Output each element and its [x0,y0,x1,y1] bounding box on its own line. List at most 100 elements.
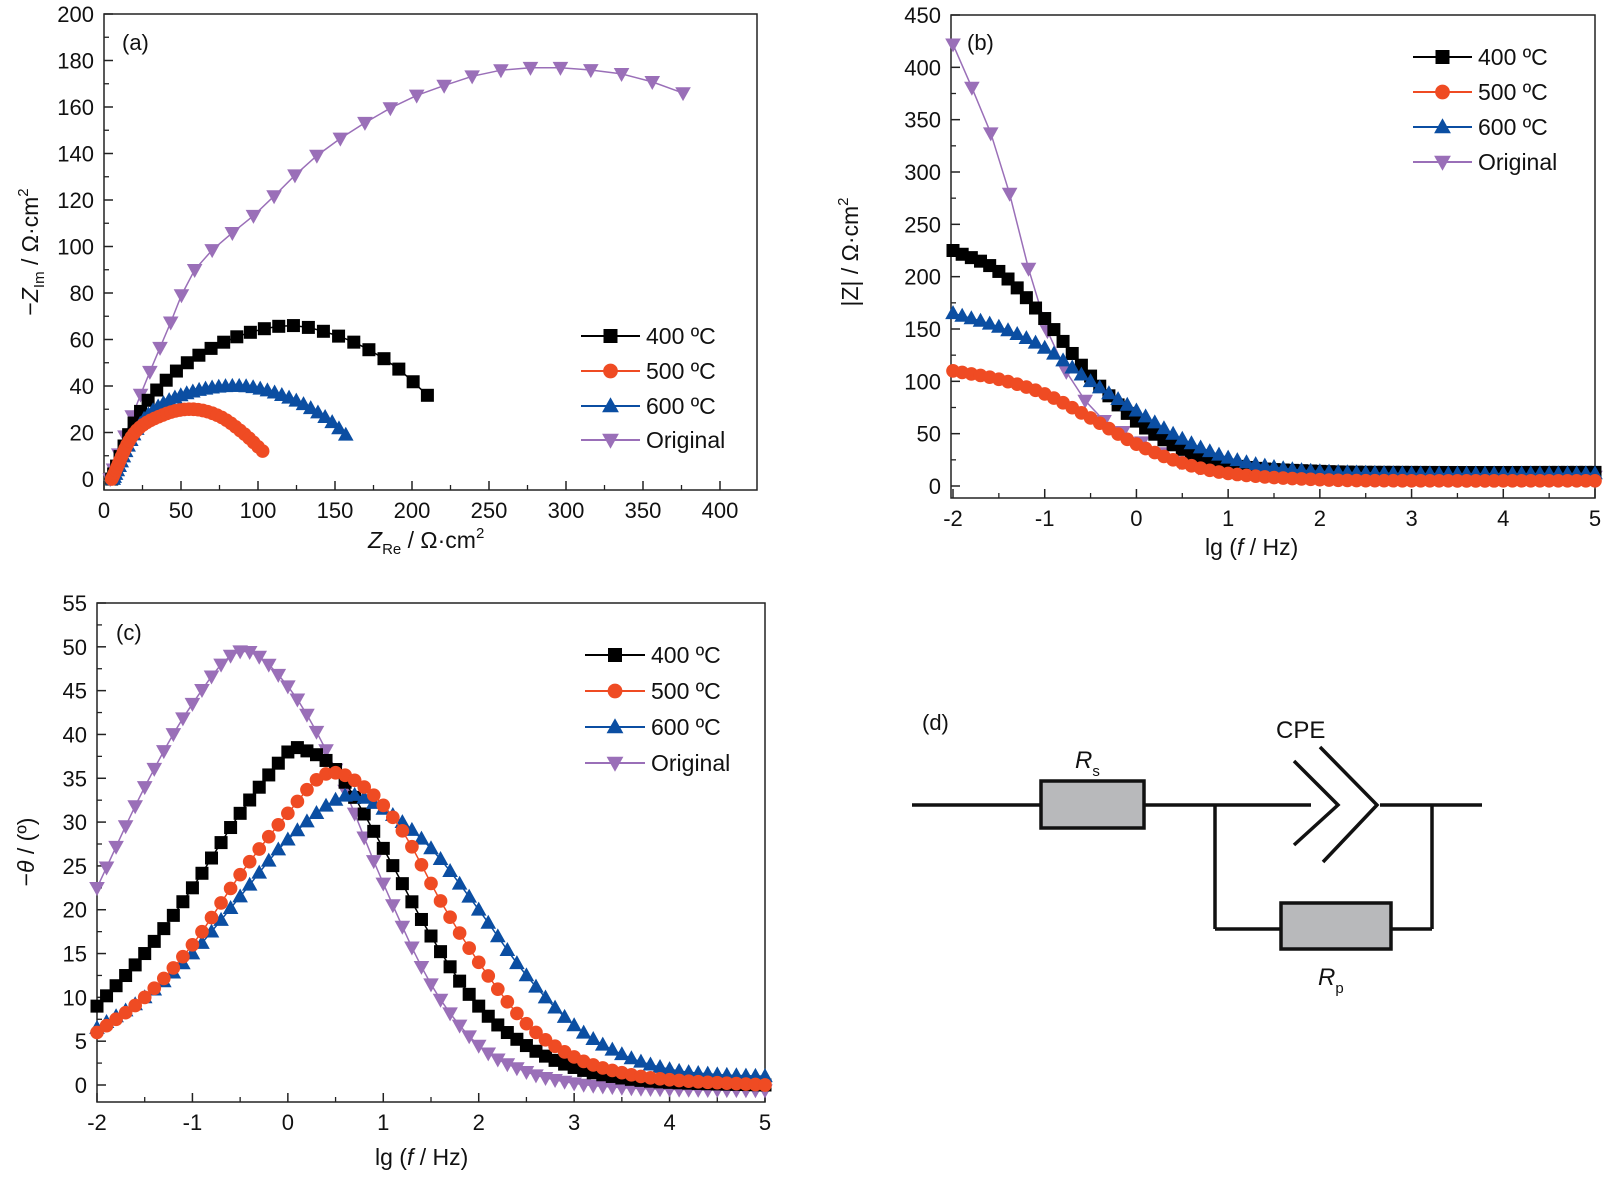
legend-marker [603,363,618,379]
data-point [633,1053,649,1068]
series-line [96,746,766,1086]
data-point [376,841,390,855]
data-point [118,1005,133,1020]
series-group [102,61,691,488]
data-point [432,993,449,1008]
legend-item-600: 600 ºC [581,393,716,419]
cpe-element-right-plate [1318,745,1380,864]
data-point [376,798,391,813]
data-point [945,305,961,320]
data-point [981,315,998,330]
data-point [1036,339,1053,354]
data-point [223,881,238,896]
data-point [461,888,477,903]
data-point [757,1068,773,1083]
data-point [224,821,238,835]
data-point [150,383,164,397]
data-point [271,756,285,770]
data-point [1010,281,1024,295]
y-tick-label: 180 [57,49,94,74]
data-point [709,1066,726,1081]
data-point [242,854,257,869]
legend-label: 500 ºC [646,358,716,384]
data-point [386,859,400,873]
data-point [233,806,247,820]
data-point [510,1006,524,1021]
legend: 400 ºC 500 ºC 600 ºC Original [585,642,730,776]
data-point [642,1056,659,1071]
legend-label: 500 ºC [651,678,721,704]
data-point [142,365,158,380]
y-tick-label: 20 [70,421,94,446]
data-point [408,89,425,104]
series-original [945,38,1603,485]
data-point [176,949,190,964]
legend-marker [608,648,622,662]
data-point [222,900,239,915]
data-point [613,68,630,83]
legend-item-600: 600 ºC [1413,114,1548,140]
data-point [1019,291,1033,305]
y-tick-label: 0 [929,474,941,499]
data-point [346,786,363,801]
data-point [308,725,325,740]
data-point [614,1046,630,1061]
data-point [251,864,268,879]
data-point [203,670,220,685]
x-tick-label: -1 [183,1110,203,1135]
data-point [1055,352,1071,367]
data-point [316,324,330,338]
x-tick-label: 3 [1405,506,1417,531]
series-400 [946,244,1602,479]
x-axis-title: ZRe / Ω·cm2 [367,525,484,558]
legend-item-600: 600 ºC [585,714,721,740]
x-tick-label: 2 [473,1110,485,1135]
legend-label: 400 ºC [1478,44,1548,70]
data-point [690,1064,706,1079]
data-point [1588,473,1602,488]
data-point [108,840,124,855]
data-point [127,800,143,815]
y-tick-label: 15 [63,942,87,967]
panel-label: (b) [967,30,994,55]
x-tick-label: 3 [568,1110,580,1135]
data-point [261,829,276,844]
data-point [1110,391,1126,406]
legend-label: 500 ºC [1478,79,1548,105]
legend-label: Original [651,750,730,776]
data-point [272,319,286,333]
data-point [318,744,334,759]
data-point [1074,358,1088,372]
data-point [271,817,286,832]
data-point [241,876,258,891]
legend: 400 ºC 500 ºC 600 ºC Original [1413,44,1557,175]
x-tick-label: 1 [1222,506,1234,531]
legend-marker [1435,50,1450,64]
data-point [289,822,306,837]
data-point [157,922,171,936]
data-point [452,926,467,940]
data-point [499,941,516,956]
data-point [214,896,228,910]
series-500 [946,364,1602,488]
data-point [146,762,163,777]
data-point [156,745,172,760]
data-point [566,1017,582,1032]
panel-d-equivalent-circuit: (d) Rs CPE Rp [912,710,1482,997]
data-point [490,982,505,996]
data-point [404,941,420,956]
data-point [518,967,535,982]
data-point [1238,454,1255,469]
data-point [434,945,448,959]
legend-label: 400 ºC [646,323,716,349]
data-point [1165,425,1181,440]
data-point [185,881,199,895]
data-point [252,780,266,794]
x-tick-label: 5 [759,1110,771,1135]
x-tick-label: 50 [169,498,193,523]
data-point [357,780,372,794]
